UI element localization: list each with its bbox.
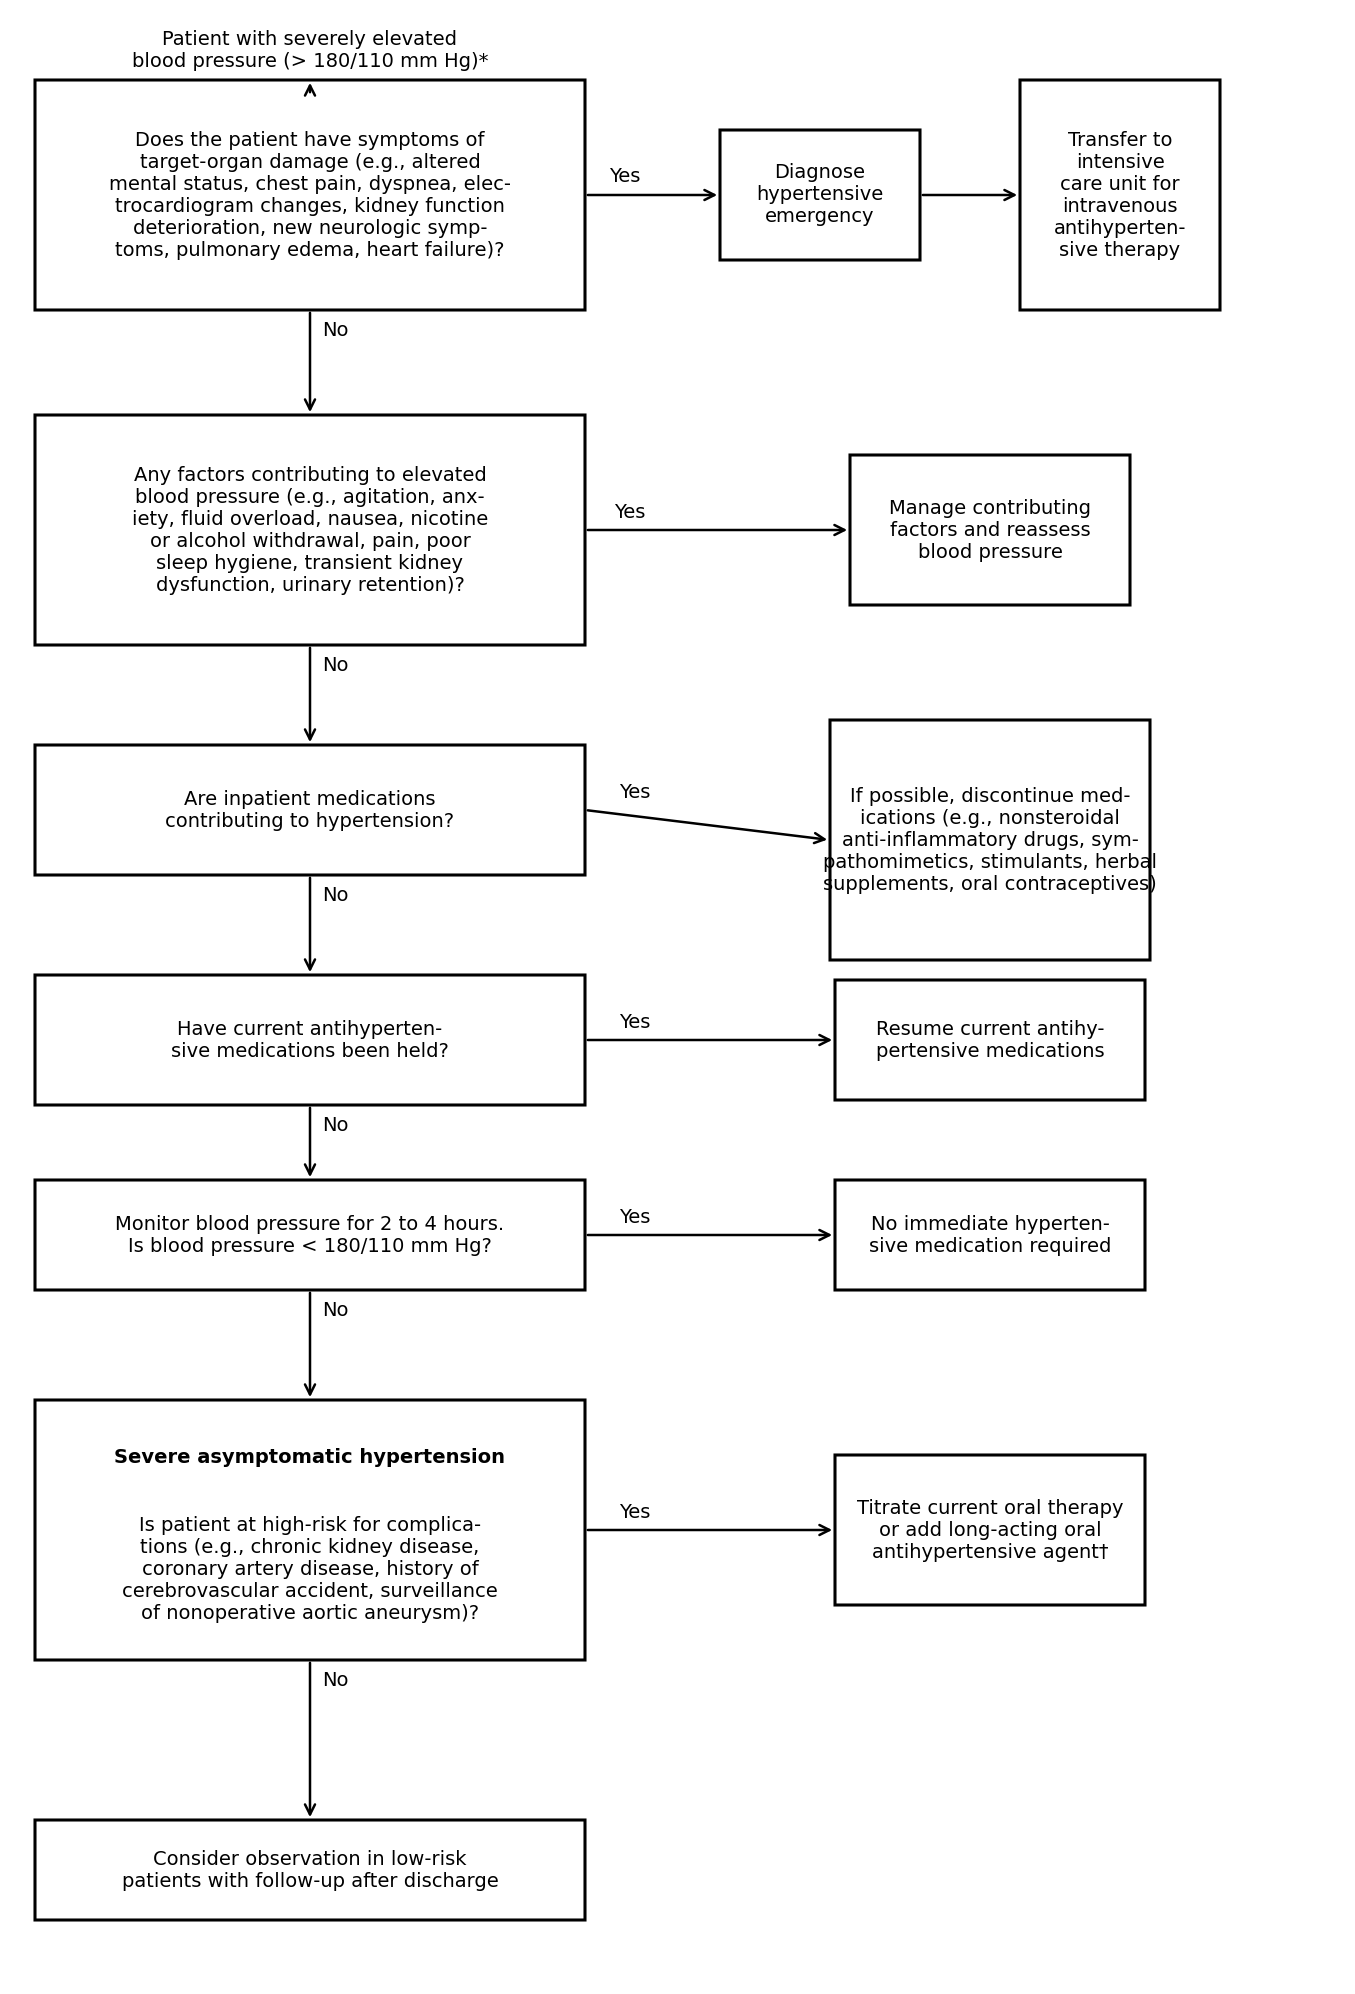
Text: Yes: Yes: [614, 502, 646, 522]
FancyBboxPatch shape: [35, 80, 585, 309]
FancyBboxPatch shape: [35, 1400, 585, 1659]
FancyBboxPatch shape: [1020, 80, 1220, 309]
Text: Yes: Yes: [619, 1503, 650, 1521]
Text: No: No: [321, 1671, 348, 1689]
Text: Patient with severely elevated
blood pressure (> 180/110 mm Hg)*: Patient with severely elevated blood pre…: [131, 30, 488, 72]
Text: No: No: [321, 1300, 348, 1320]
FancyBboxPatch shape: [850, 455, 1130, 604]
Text: Is patient at high-risk for complica-
tions (e.g., chronic kidney disease,
coron: Is patient at high-risk for complica- ti…: [122, 1515, 497, 1623]
Text: Are inpatient medications
contributing to hypertension?: Are inpatient medications contributing t…: [165, 790, 454, 830]
Text: Consider observation in low-risk
patients with follow-up after discharge: Consider observation in low-risk patient…: [122, 1850, 499, 1890]
Text: Have current antihyperten-
sive medications been held?: Have current antihyperten- sive medicati…: [171, 1019, 449, 1061]
Text: Monitor blood pressure for 2 to 4 hours.
Is blood pressure < 180/110 mm Hg?: Monitor blood pressure for 2 to 4 hours.…: [115, 1214, 504, 1256]
Text: If possible, discontinue med-
ications (e.g., nonsteroidal
anti-inflammatory dru: If possible, discontinue med- ications (…: [822, 786, 1157, 893]
FancyBboxPatch shape: [35, 975, 585, 1105]
Text: Severe asymptomatic hypertension: Severe asymptomatic hypertension: [115, 1448, 505, 1468]
FancyBboxPatch shape: [35, 1180, 585, 1290]
Text: Diagnose
hypertensive
emergency: Diagnose hypertensive emergency: [756, 164, 883, 227]
Text: Does the patient have symptoms of
target-organ damage (e.g., altered
mental stat: Does the patient have symptoms of target…: [108, 130, 511, 259]
Text: Resume current antihy-
pertensive medications: Resume current antihy- pertensive medica…: [875, 1019, 1104, 1061]
FancyBboxPatch shape: [831, 720, 1150, 959]
FancyBboxPatch shape: [720, 130, 920, 259]
Text: Titrate current oral therapy
or add long-acting oral
antihypertensive agent†: Titrate current oral therapy or add long…: [856, 1499, 1123, 1561]
FancyBboxPatch shape: [35, 746, 585, 875]
FancyBboxPatch shape: [35, 415, 585, 644]
Text: No: No: [321, 321, 348, 339]
FancyBboxPatch shape: [835, 1180, 1145, 1290]
Text: Manage contributing
factors and reassess
blood pressure: Manage contributing factors and reassess…: [889, 498, 1091, 562]
Text: Yes: Yes: [610, 167, 641, 187]
Text: Any factors contributing to elevated
blood pressure (e.g., agitation, anx-
iety,: Any factors contributing to elevated blo…: [131, 465, 488, 594]
FancyBboxPatch shape: [835, 979, 1145, 1101]
Text: Yes: Yes: [619, 782, 650, 802]
Text: Transfer to
intensive
care unit for
intravenous
antihyperten-
sive therapy: Transfer to intensive care unit for intr…: [1054, 130, 1186, 259]
Text: No immediate hyperten-
sive medication required: No immediate hyperten- sive medication r…: [869, 1214, 1111, 1256]
FancyBboxPatch shape: [835, 1456, 1145, 1605]
Text: No: No: [321, 656, 348, 674]
Text: Yes: Yes: [619, 1208, 650, 1226]
Text: Yes: Yes: [619, 1013, 650, 1031]
Text: No: No: [321, 885, 348, 905]
Text: No: No: [321, 1115, 348, 1135]
FancyBboxPatch shape: [35, 1821, 585, 1920]
